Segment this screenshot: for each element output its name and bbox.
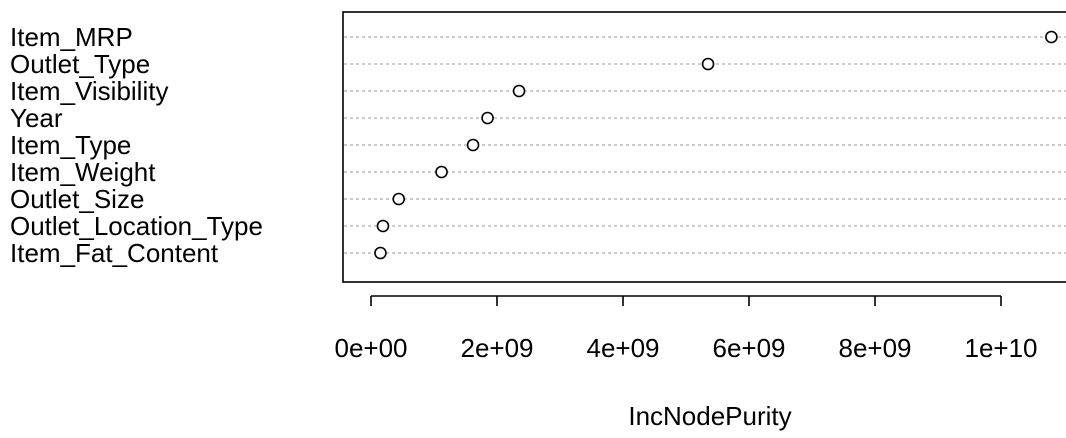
category-label: Year — [10, 103, 63, 133]
x-tick-label: 4e+09 — [586, 333, 659, 363]
plot-frame — [342, 11, 1066, 283]
x-tick-label: 6e+09 — [712, 333, 785, 363]
x-tick-label: 0e+00 — [334, 333, 407, 363]
category-labels: Item_MRPOutlet_TypeItem_VisibilityYearIt… — [10, 22, 263, 268]
data-point — [376, 219, 390, 233]
category-label: Item_MRP — [10, 22, 133, 52]
category-label: Outlet_Type — [10, 49, 150, 79]
data-points — [374, 30, 1058, 260]
category-label: Item_Weight — [10, 157, 156, 187]
data-point — [701, 57, 715, 71]
data-point — [435, 165, 448, 179]
data-point — [512, 84, 526, 98]
category-label: Outlet_Size — [10, 184, 144, 214]
x-tick-label: 1e+10 — [964, 333, 1037, 363]
category-label: Item_Fat_Content — [10, 238, 219, 268]
data-point — [392, 192, 406, 206]
category-label: Outlet_Location_Type — [10, 211, 263, 241]
grid-lines — [344, 36, 1066, 254]
data-point — [374, 246, 387, 260]
x-tick-label: 8e+09 — [838, 333, 911, 363]
x-axis: 0e+00 2e+09 4e+09 6e+09 8e+09 1e+10 — [334, 295, 1038, 363]
x-axis-title: IncNodePurity — [628, 401, 791, 431]
category-label: Item_Visibility — [10, 76, 168, 106]
data-point — [1045, 30, 1058, 44]
data-point — [466, 138, 480, 152]
data-point — [481, 111, 494, 125]
category-label: Item_Type — [10, 130, 131, 160]
x-tick-label: 2e+09 — [460, 333, 533, 363]
